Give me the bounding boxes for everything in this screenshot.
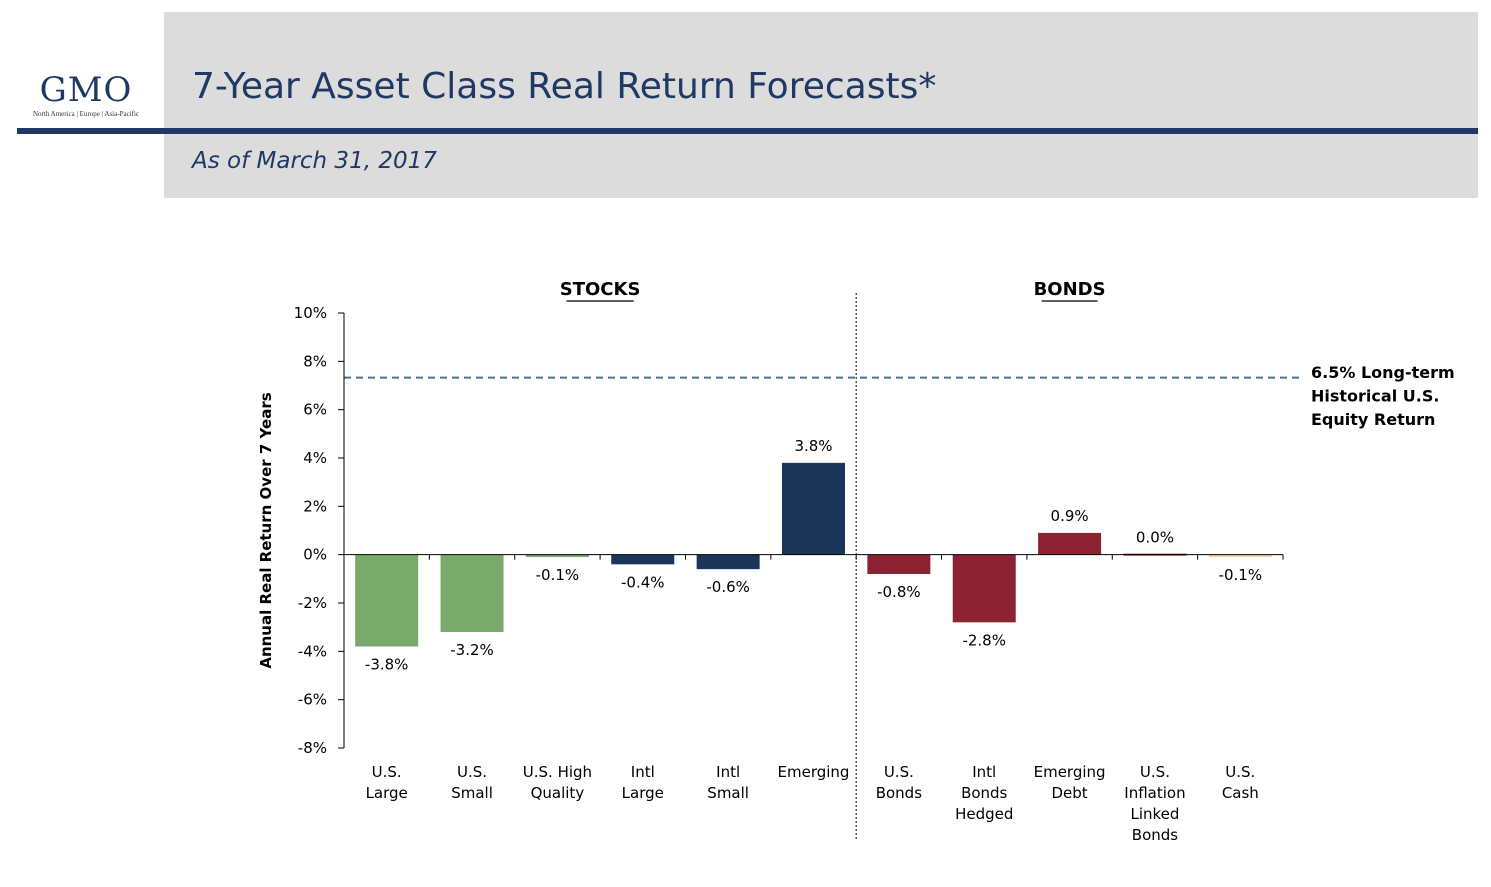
category-label: Intl Bonds Hedged bbox=[955, 763, 1013, 823]
bar bbox=[782, 462, 845, 555]
value-label: -2.8% bbox=[962, 631, 1006, 649]
category-label: U.S. Inflation Linked Bonds bbox=[1124, 763, 1185, 844]
category-label: U.S. Cash bbox=[1222, 763, 1259, 802]
category-label: Intl Small bbox=[707, 763, 749, 802]
page-title: 7-Year Asset Class Real Return Forecasts… bbox=[192, 66, 937, 107]
category-label-line: Cash bbox=[1222, 784, 1259, 802]
value-label: -0.8% bbox=[877, 583, 921, 601]
category-label-line: Bonds bbox=[876, 784, 922, 802]
category-label-line: Intl bbox=[631, 763, 655, 781]
category-label: Emerging bbox=[778, 763, 850, 781]
group-label-bonds: BONDS bbox=[1034, 279, 1106, 300]
reference-line-label-line: 6.5% Long-term bbox=[1311, 363, 1455, 382]
value-label: -3.8% bbox=[365, 656, 409, 674]
value-label: -0.6% bbox=[706, 578, 750, 596]
category-label-line: Hedged bbox=[955, 805, 1013, 823]
reference-line-label: 6.5% Long-term Historical U.S. Equity Retu… bbox=[1311, 363, 1455, 429]
category-label-line: Bonds bbox=[1132, 826, 1178, 844]
category-label-line: Emerging bbox=[1034, 763, 1106, 781]
bar bbox=[1038, 532, 1102, 555]
y-tick-label: 10% bbox=[294, 304, 327, 322]
title-divider bbox=[17, 128, 1478, 134]
y-tick-label: -4% bbox=[298, 642, 327, 660]
y-tick-label: -6% bbox=[298, 691, 327, 709]
y-axis-title: Annual Real Return Over 7 Years bbox=[257, 392, 275, 668]
category-label-line: Large bbox=[366, 784, 408, 802]
value-label: -0.1% bbox=[1219, 566, 1263, 584]
bar bbox=[440, 554, 504, 632]
gmo-logo: GMO North America | Europe | Asia-Pacifi… bbox=[18, 72, 154, 118]
category-label-line: Intl bbox=[716, 763, 740, 781]
category-label-line: U.S. bbox=[1225, 763, 1255, 781]
category-label: U.S. High Quality bbox=[523, 763, 592, 802]
category-label-line: Small bbox=[451, 784, 493, 802]
y-tick-label: 2% bbox=[303, 497, 327, 515]
bar bbox=[355, 554, 419, 647]
category-label-line: U.S. bbox=[1140, 763, 1170, 781]
bar bbox=[696, 554, 760, 570]
category-label: U.S. Large bbox=[366, 763, 408, 802]
y-tick-label: 4% bbox=[303, 449, 327, 467]
value-label: 0.0% bbox=[1136, 529, 1174, 547]
page-subtitle: As of March 31, 2017 bbox=[192, 148, 437, 174]
group-label-stocks: STOCKS bbox=[560, 279, 641, 300]
bar bbox=[611, 554, 675, 565]
category-label-line: U.S. bbox=[884, 763, 914, 781]
category-label-line: U.S. High bbox=[523, 763, 592, 781]
bar bbox=[1208, 554, 1272, 558]
y-tick-label: 6% bbox=[303, 401, 327, 419]
category-label-line: Large bbox=[622, 784, 664, 802]
reference-line-label-line: Equity Return bbox=[1311, 410, 1435, 429]
value-label: 3.8% bbox=[794, 437, 832, 455]
header-panel bbox=[164, 12, 1478, 198]
category-label-line: Intl bbox=[972, 763, 996, 781]
category-label-line: Inflation bbox=[1124, 784, 1185, 802]
logo-subtext: North America | Europe | Asia-Pacific bbox=[32, 110, 140, 118]
value-label: -0.4% bbox=[621, 573, 665, 591]
category-label-line: Debt bbox=[1051, 784, 1087, 802]
logo-text: GMO bbox=[39, 70, 133, 110]
category-label-line: U.S. bbox=[457, 763, 487, 781]
bar bbox=[867, 554, 931, 574]
bar bbox=[952, 554, 1016, 623]
category-label: U.S. Small bbox=[451, 763, 493, 802]
category-label: U.S. Bonds bbox=[876, 763, 922, 802]
category-label-line: Emerging bbox=[778, 763, 850, 781]
reference-line-label-line: Historical U.S. bbox=[1311, 387, 1439, 406]
y-tick-label: -2% bbox=[298, 594, 327, 612]
category-label-line: Small bbox=[707, 784, 749, 802]
bar bbox=[525, 554, 589, 558]
y-tick-label: -8% bbox=[298, 739, 327, 757]
category-label: Emerging Debt bbox=[1034, 763, 1106, 802]
value-label: 0.9% bbox=[1051, 507, 1089, 525]
value-label: -3.2% bbox=[450, 641, 494, 659]
category-label-line: Linked bbox=[1130, 805, 1179, 823]
category-label: Intl Large bbox=[622, 763, 664, 802]
y-tick-label: 8% bbox=[303, 352, 327, 370]
value-label: -0.1% bbox=[536, 566, 580, 584]
y-tick-label: 0% bbox=[303, 546, 327, 564]
category-label-line: Bonds bbox=[961, 784, 1007, 802]
category-label-line: U.S. bbox=[372, 763, 402, 781]
category-label-line: Quality bbox=[531, 784, 585, 802]
